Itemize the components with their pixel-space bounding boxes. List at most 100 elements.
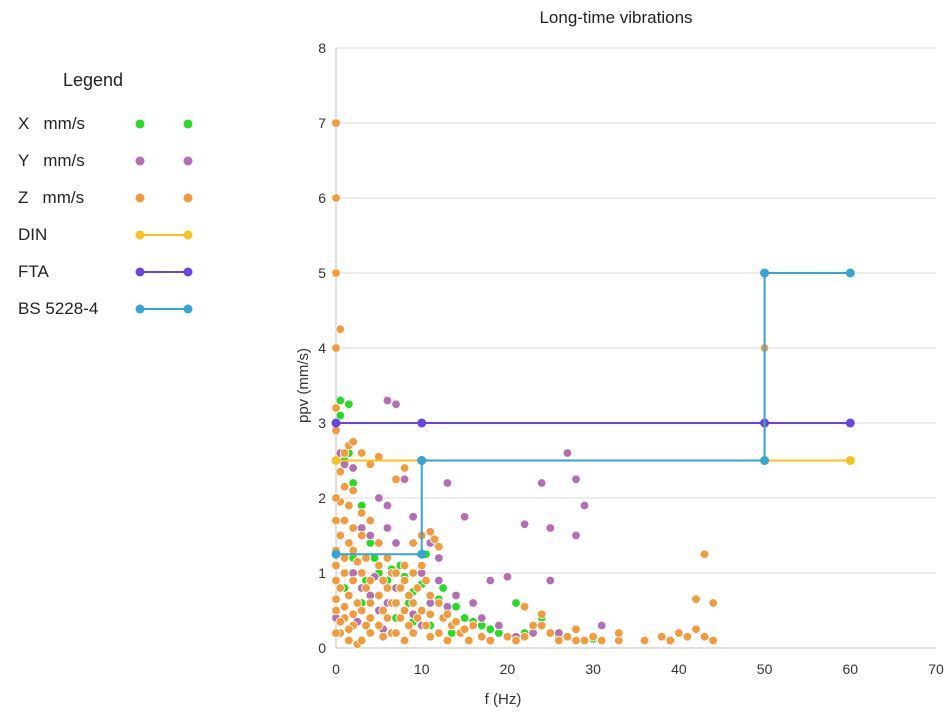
point-y [365,530,375,541]
point-z [331,605,341,616]
point-y [468,598,478,608]
point-z [344,500,354,511]
point-z [357,448,367,458]
marker-bs-5228-4 [417,549,427,559]
chart-title: Long-time vibrations [539,8,693,27]
point-z [339,448,350,458]
point-z [399,635,410,646]
point-y [391,538,401,548]
point-y [519,519,530,529]
point-z [335,530,345,541]
point-y [494,620,504,631]
y-tick-label: 0 [318,640,326,656]
point-z [357,508,367,518]
legend-entry: FTA [18,253,208,290]
point-z [335,467,345,477]
point-y [451,590,461,601]
point-z [502,632,513,642]
point-y [434,553,444,563]
point-z [335,583,345,593]
point-x [451,602,461,612]
legend-swatch [135,230,193,239]
point-z [365,575,375,586]
point-y [545,523,555,533]
x-tick-label: 0 [332,661,340,677]
point-z [511,635,521,646]
y-tick-label: 7 [318,115,326,131]
point-x [511,598,521,608]
point-z [339,515,350,526]
legend-entry: Z mm/s [18,179,208,216]
point-z [348,575,358,586]
point-z [357,635,367,646]
point-z [391,474,401,484]
point-z [412,583,423,593]
point-z [365,598,375,608]
point-z [425,609,435,619]
point-z [331,343,341,353]
point-z [425,527,435,537]
point-y [442,478,453,488]
point-z [691,624,701,634]
point-z [408,598,418,608]
point-z [562,632,573,642]
point-z [417,560,427,571]
point-z [374,620,384,631]
point-z [665,635,675,646]
point-z [579,635,590,646]
point-z [339,602,350,612]
y-tick-label: 2 [318,490,326,506]
legend-swatch [135,119,193,128]
point-z [391,598,401,608]
point-y [348,463,358,473]
point-z [378,632,388,642]
point-y [399,474,410,484]
point-z [451,617,461,627]
point-y [502,572,513,582]
point-y [571,530,581,541]
point-z [429,534,440,544]
point-x [438,583,448,593]
point-z [417,605,427,616]
point-z [657,632,667,642]
point-z [331,575,341,586]
marker-fta [331,418,341,428]
marker-fta [417,418,427,428]
point-z [404,620,414,631]
point-z [425,590,435,601]
point-z [344,590,354,601]
point-z [399,605,410,616]
legend-entry-label: Y mm/s [18,150,85,170]
point-z [365,613,375,623]
point-z [348,485,358,496]
point-y [579,500,590,511]
point-z [374,560,384,571]
point-z [425,632,435,642]
point-z [528,620,538,631]
point-z [391,568,401,578]
point-z [588,632,598,642]
point-z [477,632,487,642]
point-z [399,560,410,571]
point-z [614,628,624,638]
point-y [382,500,393,511]
point-z [365,628,375,638]
point-y [545,575,555,586]
point-z [442,609,453,619]
point-y [477,613,487,623]
legend: Legend X mm/s Y mm/s Z mm/s DIN FTA BS 5228-4 [18,70,208,327]
point-y [382,395,393,406]
point-x [344,399,354,409]
point-y [571,474,581,484]
legend-entries: X mm/s Y mm/s Z mm/s DIN FTA BS 5228-4 [18,105,208,327]
point-z [331,268,341,278]
marker-bs-5228-4 [417,456,427,465]
marker-bs-5228-4 [760,268,770,278]
point-y [485,575,495,586]
x-tick-label: 50 [757,661,773,677]
legend-entry: BS 5228-4 [18,290,208,327]
point-y [382,523,393,533]
point-z [404,590,414,601]
point-y [597,620,607,631]
